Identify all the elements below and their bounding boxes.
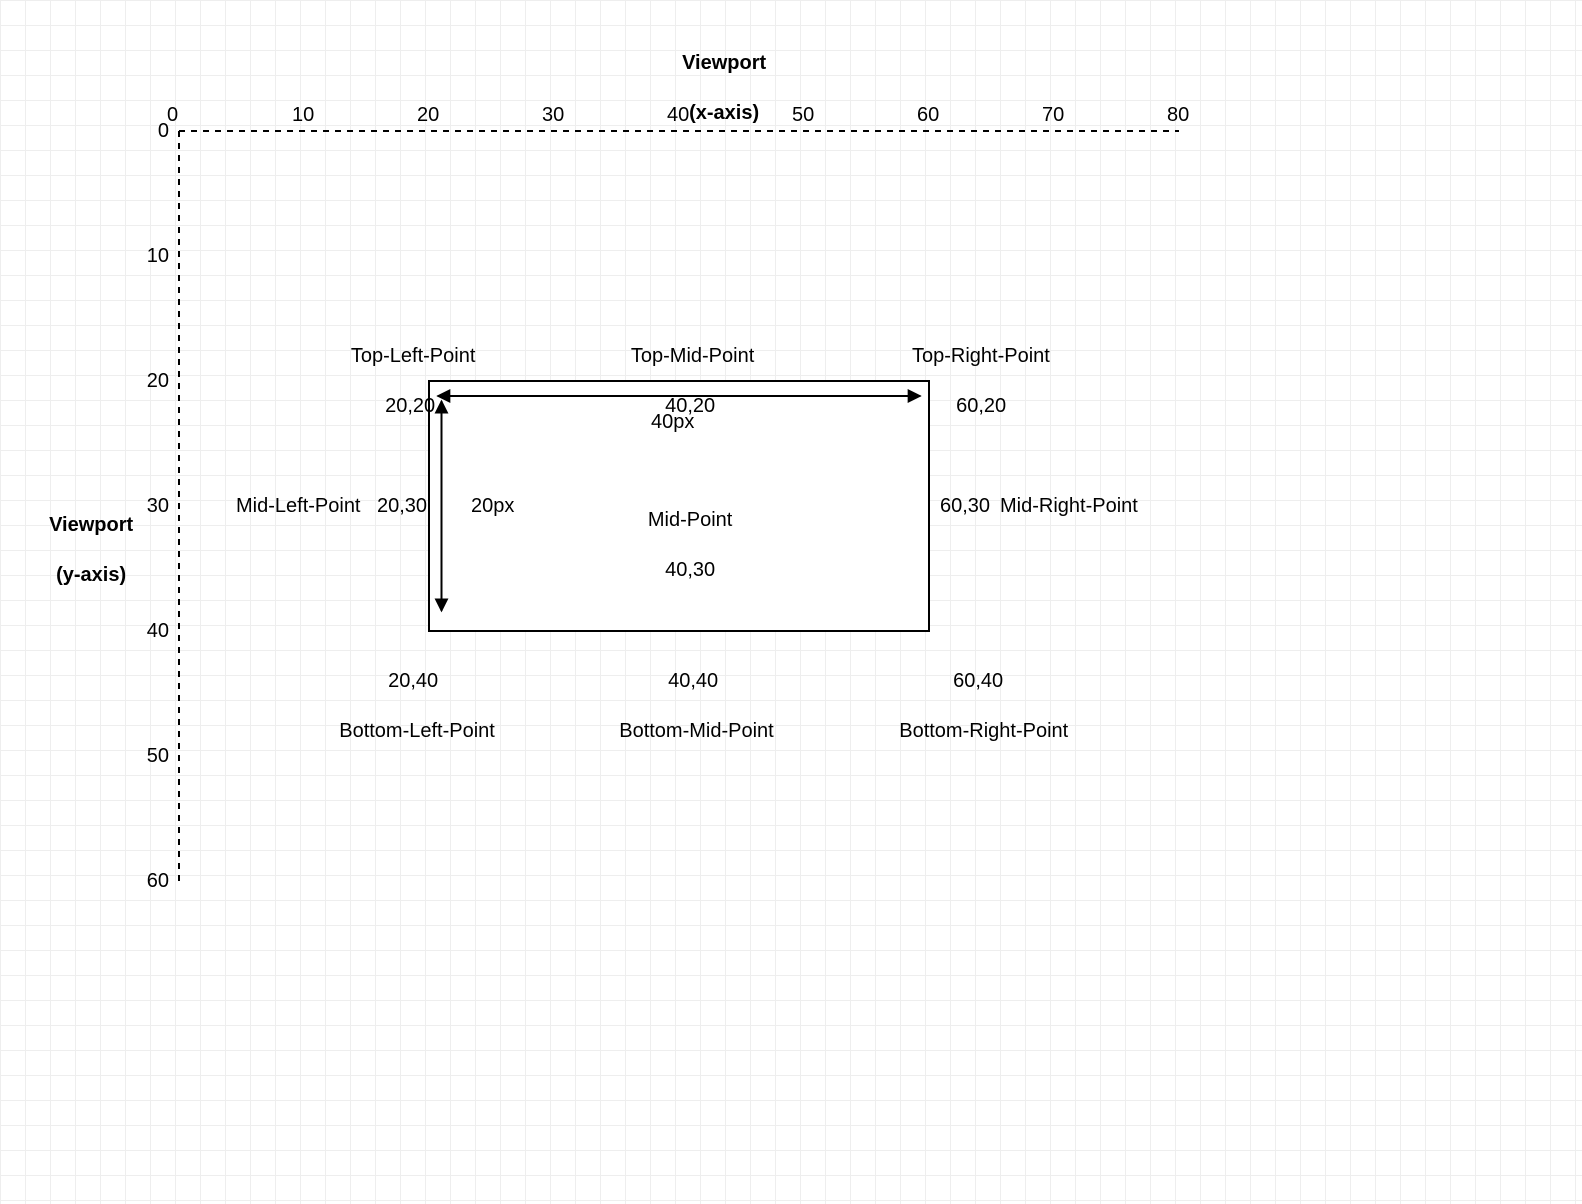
x-axis-title-line1: Viewport <box>682 52 766 74</box>
height-dimension-label: 20px <box>471 494 514 519</box>
mid-left-point-coord: 20,30 <box>377 494 427 519</box>
diagram-canvas: Viewport (x-axis) Viewport (y-axis) Top-… <box>0 0 1582 1204</box>
top-mid-point-name: Top-Mid-Point <box>631 345 754 367</box>
mid-point-name: Mid-Point <box>648 509 732 531</box>
y-tick-label: 60 <box>139 869 169 894</box>
x-axis-title: Viewport (x-axis) <box>633 26 793 151</box>
bottom-left-point-name: Bottom-Left-Point <box>339 720 495 742</box>
top-left-point-label: Top-Left-Point 20,20 <box>329 319 469 444</box>
top-right-point-coord: 60,20 <box>956 395 1006 417</box>
y-tick-label: 30 <box>139 494 169 519</box>
y-axis-title-line2: (y-axis) <box>56 564 126 586</box>
x-tick-label: 70 <box>1042 103 1064 128</box>
bottom-right-point-label: 60,40 Bottom-Right-Point <box>877 644 1057 769</box>
bottom-right-point-name: Bottom-Right-Point <box>899 720 1068 742</box>
y-axis-title: Viewport (y-axis) <box>20 488 140 613</box>
mid-point-label: Mid-Point 40,30 <box>609 483 749 608</box>
x-tick-label: 80 <box>1167 103 1189 128</box>
y-tick-label: 40 <box>139 619 169 644</box>
top-left-point-coord: 20,20 <box>385 395 435 417</box>
top-right-point-label: Top-Right-Point 60,20 <box>890 319 1050 444</box>
y-axis-title-line1: Viewport <box>49 514 133 536</box>
top-right-point-name: Top-Right-Point <box>912 345 1050 367</box>
bottom-mid-point-coord: 40,40 <box>668 670 718 692</box>
y-tick-label: 50 <box>139 744 169 769</box>
bottom-mid-point-name: Bottom-Mid-Point <box>619 720 774 742</box>
bottom-mid-point-label: 40,40 Bottom-Mid-Point <box>597 644 767 769</box>
width-dimension-label: 40px <box>651 410 694 435</box>
mid-right-point-coord: 60,30 <box>940 494 990 519</box>
top-left-point-name: Top-Left-Point <box>351 345 476 367</box>
y-tick-label: 0 <box>139 119 169 144</box>
x-tick-label: 50 <box>792 103 814 128</box>
y-tick-label: 20 <box>139 369 169 394</box>
x-tick-label: 30 <box>542 103 564 128</box>
bottom-left-point-coord: 20,40 <box>388 670 438 692</box>
bottom-right-point-coord: 60,40 <box>953 670 1003 692</box>
diagram-svg <box>0 0 1582 1204</box>
x-tick-label: 60 <box>917 103 939 128</box>
mid-left-point-name: Mid-Left-Point <box>236 494 361 519</box>
x-tick-label: 10 <box>292 103 314 128</box>
x-tick-label: 20 <box>417 103 439 128</box>
x-tick-label: 40 <box>667 103 689 128</box>
x-axis-title-line2: (x-axis) <box>689 102 759 124</box>
mid-point-coord: 40,30 <box>665 559 715 581</box>
bottom-left-point-label: 20,40 Bottom-Left-Point <box>317 644 487 769</box>
y-tick-label: 10 <box>139 244 169 269</box>
mid-right-point-name: Mid-Right-Point <box>1000 494 1138 519</box>
